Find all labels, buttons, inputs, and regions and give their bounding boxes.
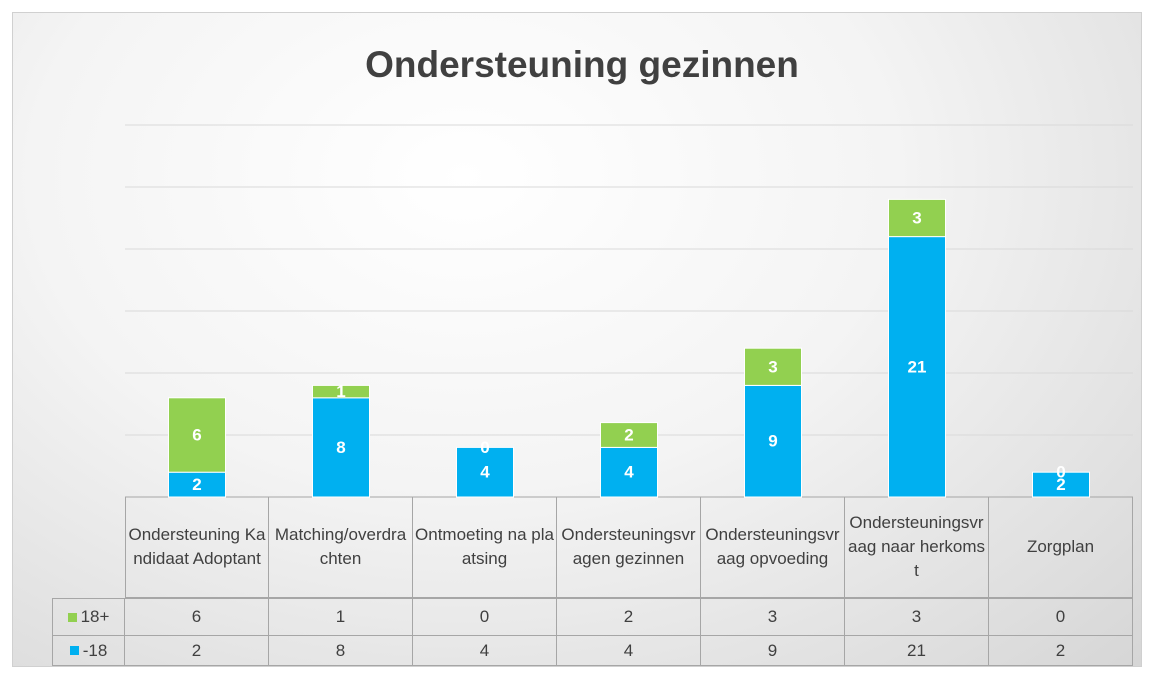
table-value: 9	[701, 636, 845, 666]
bar-segment	[600, 446, 658, 498]
table-value: 0	[989, 598, 1133, 636]
table-value: 1	[269, 598, 413, 636]
legend-label: 18+	[80, 607, 110, 626]
legend-swatch	[69, 646, 79, 655]
bar-segment	[312, 397, 370, 498]
data-label: 21	[908, 357, 927, 376]
category-label: Ondersteuning Kandidaat Adoptant	[125, 497, 269, 598]
bar-segment	[456, 446, 514, 498]
bar-segment	[1032, 471, 1090, 498]
table-value: 2	[989, 636, 1133, 666]
data-label: 6	[192, 425, 201, 444]
bar-segment	[888, 236, 946, 498]
bar-segment	[744, 384, 802, 498]
table-value: 21	[845, 636, 989, 666]
category-label: Ondersteuningsvraag opvoeding	[701, 497, 845, 598]
data-label: 3	[912, 208, 921, 227]
table-value: 8	[269, 636, 413, 666]
bar-segment	[744, 347, 802, 386]
data-label: 8	[336, 438, 345, 457]
table-value: 6	[125, 598, 269, 636]
category-label: Ontmoeting na plaatsing	[413, 497, 557, 598]
legend-entry: -18	[52, 636, 125, 666]
data-label: 4	[624, 463, 634, 482]
category-label: Matching/overdrachten	[269, 497, 413, 598]
bar-segment	[600, 422, 658, 448]
data-label: 2	[192, 475, 201, 494]
table-value: 2	[557, 598, 701, 636]
data-label: 2	[1056, 475, 1065, 494]
data-label: 4	[480, 463, 490, 482]
chart-title: Ondersteuning gezinnen	[365, 44, 799, 85]
legend-entry: 18+	[52, 598, 125, 636]
legend-label: -18	[82, 640, 108, 660]
data-label: 3	[768, 357, 777, 376]
chart-area	[12, 12, 1142, 667]
table-value: 3	[701, 598, 845, 636]
data-label: 0	[480, 438, 489, 457]
data-label: 1	[336, 382, 345, 401]
table-value: 4	[557, 636, 701, 666]
bar-segment	[312, 384, 370, 399]
legend-swatch	[67, 612, 77, 622]
data-label: 9	[768, 432, 777, 451]
table-value: 3	[845, 598, 989, 636]
category-label: Ondersteuningsvragen gezinnen	[557, 497, 701, 598]
data-label: 2	[624, 425, 633, 444]
table-value: 2	[125, 636, 269, 666]
category-label: Zorgplan	[989, 497, 1133, 598]
bar-segment	[888, 198, 946, 238]
table-value: 0	[413, 598, 557, 636]
category-label: Ondersteuningsvraag naar herkomst	[845, 497, 989, 598]
data-label: 0	[1056, 463, 1065, 482]
table-value: 4	[413, 636, 557, 666]
bar-segment	[168, 397, 226, 473]
